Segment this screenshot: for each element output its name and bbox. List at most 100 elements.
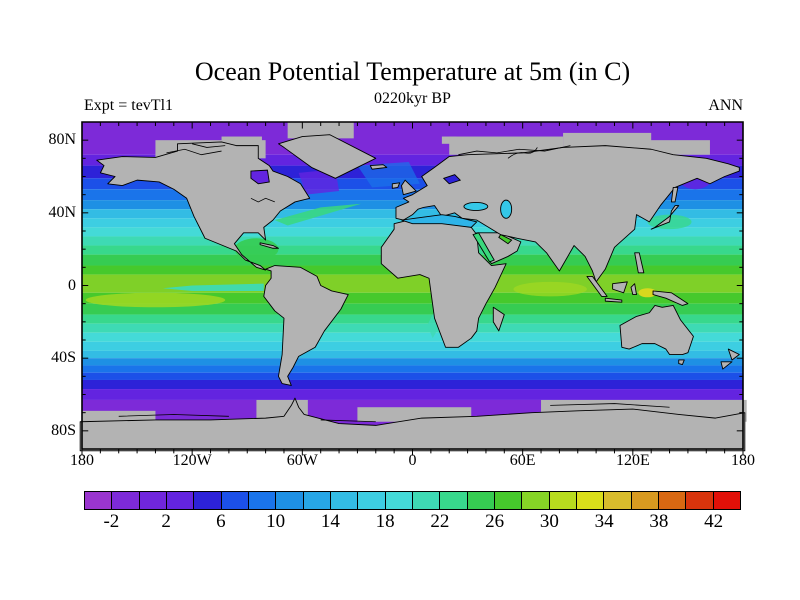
landmass [679, 360, 685, 365]
colorbar-label-10: 10 [266, 511, 286, 532]
colorbar-cell-28C [521, 492, 549, 509]
sst-feature [234, 238, 279, 261]
landmass [613, 282, 628, 293]
colorbar-cell-10C [275, 492, 303, 509]
sst-feature [464, 202, 488, 210]
sst-feature [274, 203, 362, 226]
lon-label-180: 180 [731, 452, 755, 469]
colorbar-cell-18C [384, 492, 412, 509]
lon-label-180: 180 [70, 452, 94, 469]
colorbar-cell-16C [357, 492, 385, 509]
lon-label-120W: 120W [172, 452, 212, 469]
sst-band [82, 350, 743, 359]
sst-band [82, 372, 743, 380]
land-mask-cell [287, 122, 354, 139]
lat-label-40N: 40N [48, 203, 76, 221]
land-mask-cell [221, 136, 262, 148]
sst-band [82, 292, 743, 304]
sst-band [82, 332, 743, 342]
colorbar-cell-14C [329, 492, 358, 509]
lon-label-60E: 60E [509, 452, 536, 469]
landmass [264, 266, 348, 386]
landmass [653, 291, 688, 306]
colorbar-label-2: 2 [161, 511, 171, 532]
landmass [396, 146, 739, 282]
sst-band [82, 154, 743, 166]
sst-band [82, 358, 743, 366]
colorbar-cell-0C [138, 492, 166, 509]
colorbar-cell-40C [685, 492, 713, 509]
colorbar-label--2: -2 [103, 511, 120, 532]
sst-band [82, 379, 743, 390]
landmass [635, 253, 644, 273]
colorbar-label-42: 42 [704, 511, 724, 532]
colorbar-cell-34C [603, 492, 631, 509]
sst-band [82, 303, 743, 315]
lat-label-40S: 40S [51, 349, 76, 367]
lon-label-120E: 120E [615, 452, 650, 469]
colorbar-cell-6C [220, 492, 248, 509]
coastline [119, 404, 670, 422]
landmass [620, 305, 693, 354]
landmass [493, 307, 504, 331]
coastline [508, 147, 537, 158]
lat-label-80S: 80S [51, 421, 76, 439]
colorbar-cell-42C [712, 492, 740, 509]
sst-feature [513, 281, 587, 297]
colorbar-cell-20C [411, 492, 440, 509]
colorbar-cell-26C [493, 492, 522, 509]
colorbar-cell-2C [165, 492, 194, 509]
plot-title: Ocean Potential Temperature at 5m (in C) [194, 57, 631, 86]
plot-subtitle: 0220kyr BP [374, 90, 451, 107]
sst-feature [162, 283, 264, 291]
lon-label-60W: 60W [286, 452, 318, 469]
colorbar-label-14: 14 [320, 511, 340, 532]
colorbar-label-18: 18 [375, 511, 395, 532]
colorbar-label-22: 22 [430, 511, 450, 532]
sst-feature [251, 170, 269, 184]
landmass [587, 276, 607, 296]
landmass [381, 220, 506, 347]
colorbar-cell-32C [575, 492, 604, 509]
sst-band [82, 389, 743, 400]
landmass [651, 206, 679, 230]
colorbar-cell-36C [630, 492, 658, 509]
colorbar-label-30: 30 [539, 511, 559, 532]
coastline [251, 198, 275, 202]
sst-band [82, 341, 743, 351]
sst-band [82, 314, 743, 324]
colorbar-cell-30C [548, 492, 576, 509]
sst-band [82, 365, 743, 373]
colorbar-label-6: 6 [216, 511, 226, 532]
sst-feature [473, 233, 494, 262]
temperature-colorbar [84, 491, 741, 510]
land-mask-cell [511, 147, 521, 155]
colorbar-cell-24C [466, 492, 494, 509]
sst-feature [444, 175, 461, 184]
coastline [458, 146, 570, 155]
sst-filled-contour-svg [82, 122, 747, 449]
landmass [392, 183, 399, 188]
sst-feature [85, 292, 226, 308]
colorbar-cell-8C [247, 492, 276, 509]
colorbar-label-34: 34 [594, 511, 614, 532]
sst-feature [401, 215, 476, 228]
landmass [278, 135, 375, 179]
landmass [721, 362, 732, 369]
colorbar-label-38: 38 [649, 511, 669, 532]
lon-label-0: 0 [408, 452, 417, 469]
sst-band [82, 323, 743, 333]
colorbar-cell-38C [657, 492, 686, 509]
landmass [631, 284, 637, 295]
lat-label-80N: 80N [48, 131, 76, 149]
landmass [401, 180, 416, 195]
coastline [192, 144, 225, 148]
sst-feature [501, 200, 512, 218]
landmass [728, 349, 739, 360]
colorbar-cell--2C [111, 492, 139, 509]
landmass [671, 187, 677, 202]
coastline [166, 149, 221, 154]
world-sst-map [82, 122, 747, 449]
landmass [605, 298, 622, 302]
